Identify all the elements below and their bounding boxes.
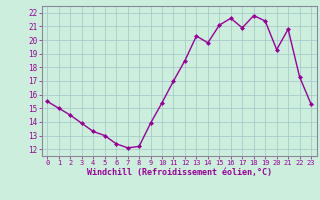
X-axis label: Windchill (Refroidissement éolien,°C): Windchill (Refroidissement éolien,°C) bbox=[87, 168, 272, 177]
